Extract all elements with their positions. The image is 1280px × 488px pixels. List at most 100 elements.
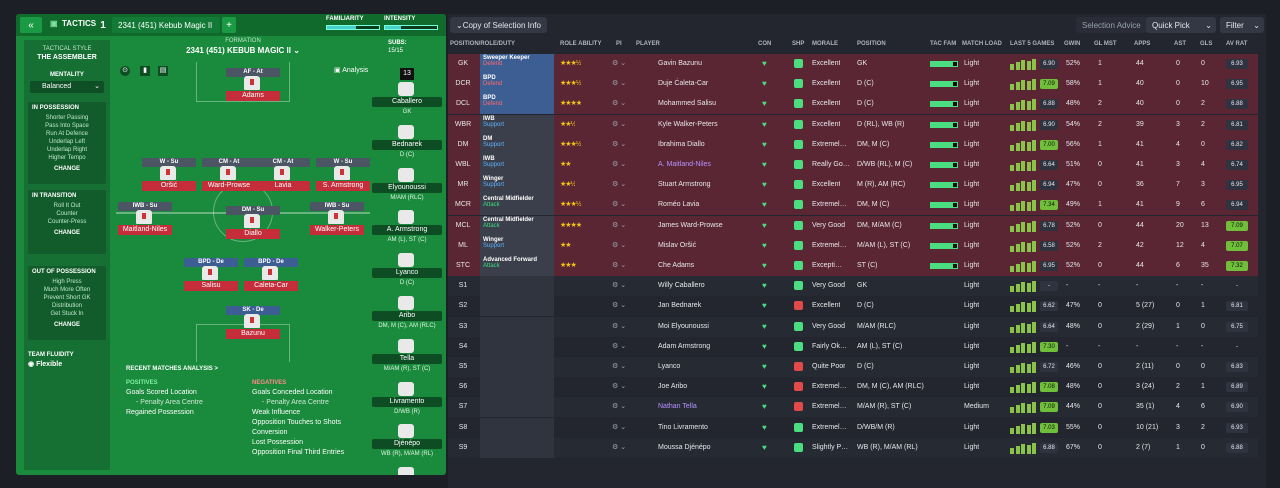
- role-cell[interactable]: Advanced Forward Attack: [480, 256, 554, 276]
- player-instructions-icon[interactable]: ⚙ ⌄: [612, 302, 627, 310]
- table-row[interactable]: S1 ⚙ ⌄ Willy Caballero ♥ Very Good GK Light - - -…: [448, 276, 1258, 297]
- player-instructions-icon[interactable]: ⚙ ⌄: [612, 221, 627, 229]
- table-row[interactable]: MCR Central Midfielder Attack ★★★½ ⚙ ⌄ Roméo …: [448, 195, 1258, 216]
- role-cell[interactable]: DM Support: [480, 134, 554, 155]
- table-row[interactable]: STC Advanced Forward Attack ★★★ ⚙ ⌄ Che Adams…: [448, 256, 1258, 276]
- table-row[interactable]: WBR IWB Support ★★½ ⚙ ⌄ Kyle Walker-Peters ♥ Ex…: [448, 114, 1258, 135]
- table-row[interactable]: S6 ⚙ ⌄ Joe Aribo ♥ Extremel… DM, M (C), AM (R…: [448, 377, 1258, 398]
- player-name[interactable]: A. Maitland-Niles: [658, 161, 711, 168]
- collapse-button[interactable]: «: [20, 17, 42, 33]
- player-instructions-icon[interactable]: ⚙ ⌄: [612, 403, 627, 411]
- player-instructions-icon[interactable]: ⚙ ⌄: [612, 262, 627, 269]
- header-match-load[interactable]: MATCH LOAD: [962, 41, 1002, 47]
- recent-matches-title[interactable]: RECENT MATCHES ANALYSIS >: [126, 366, 218, 372]
- table-row[interactable]: MR Winger Support ★★½ ⚙ ⌄ Stuart Armstrong ♥ Ex…: [448, 175, 1258, 196]
- substitute[interactable]: Lyanco D (C): [372, 253, 442, 295]
- table-row[interactable]: S7 ⚙ ⌄ Nathan Tella ♥ Extremel… M/AM (R), ST …: [448, 397, 1258, 418]
- substitute[interactable]: Walcott: [372, 467, 442, 475]
- out-of-possession-change-button[interactable]: CHANGE: [53, 322, 80, 328]
- header-gwin[interactable]: GWIN: [1064, 41, 1081, 47]
- player-name[interactable]: James Ward-Prowse: [658, 221, 723, 229]
- table-row[interactable]: GK Sweeper Keeper Defend ★★★½ ⚙ ⌄ Gavin Bazun…: [448, 54, 1258, 74]
- in-transition-change-button[interactable]: CHANGE: [53, 230, 80, 236]
- header-pi[interactable]: PI: [616, 41, 622, 47]
- pitch-player[interactable]: CM - At Lavia: [256, 158, 310, 194]
- header-position[interactable]: POSITION: [857, 41, 886, 47]
- tactic-name[interactable]: 2341 (451) Kebub Magic II: [112, 17, 220, 33]
- header-glmst[interactable]: GL MST: [1094, 41, 1117, 47]
- roles-icon[interactable]: ▤: [158, 66, 168, 76]
- table-row[interactable]: DCR BPD Defend ★★★½ ⚙ ⌄ Duje Ćaleta-Car ♥ Excel…: [448, 74, 1258, 95]
- player-instructions-icon[interactable]: ⚙ ⌄: [612, 100, 627, 108]
- player-name[interactable]: Kyle Walker-Peters: [658, 120, 718, 128]
- pitch-player[interactable]: IWB - Su Walker-Peters: [310, 202, 364, 238]
- role-cell[interactable]: IWB Support: [480, 114, 554, 135]
- header-apps[interactable]: APPS: [1134, 41, 1151, 47]
- header-shp[interactable]: SHP: [792, 41, 805, 47]
- player-name[interactable]: Duje Ćaleta-Car: [658, 80, 709, 88]
- player-name[interactable]: Willy Caballero: [658, 282, 705, 290]
- player-instructions-icon[interactable]: ⚙ ⌄: [612, 342, 627, 350]
- role-cell[interactable]: BPD Defend: [480, 94, 554, 115]
- player-name[interactable]: Ibrahima Diallo: [658, 140, 705, 148]
- substitute[interactable]: A. Armstrong AM (L), ST (C): [372, 210, 442, 252]
- role-cell[interactable]: [480, 437, 554, 458]
- header-pos-role[interactable]: POSITION/ROLE/DUTY: [450, 41, 516, 47]
- player-instructions-icon[interactable]: ⚙ ⌄: [612, 80, 627, 88]
- role-cell[interactable]: [480, 276, 554, 297]
- header-last5[interactable]: LAST 5 GAMES: [1010, 41, 1055, 47]
- player-name[interactable]: Mohammed Salisu: [658, 100, 716, 108]
- role-cell[interactable]: Sweeper Keeper Defend: [480, 54, 554, 74]
- substitute[interactable]: Tella M/AM (R), ST (C): [372, 338, 442, 381]
- mentality-select[interactable]: Balanced ⌄: [30, 81, 104, 93]
- pitch-player[interactable]: SK - De Bazunu: [226, 306, 280, 342]
- table-row[interactable]: S4 ⚙ ⌄ Adam Armstrong ♥ Fairly Ok… AM (L), ST…: [448, 336, 1258, 357]
- substitute[interactable]: Elyounoussi M/AM (RLC): [372, 167, 442, 210]
- player-name[interactable]: Gavin Bazunu: [658, 60, 702, 67]
- pitch-player[interactable]: AF - At Adams: [226, 68, 280, 104]
- analysis-toggle[interactable]: ▣ Analysis: [334, 66, 368, 74]
- substitute[interactable]: Bednarek D (C): [372, 124, 442, 167]
- table-row[interactable]: S8 ⚙ ⌄ Tino Livramento ♥ Extremel… D/WB/M (R)…: [448, 417, 1258, 438]
- pitch-player[interactable]: IWB - Su Maitland-Niles: [118, 202, 172, 238]
- player-instructions-icon[interactable]: ⚙ ⌄: [612, 383, 627, 391]
- player-instructions-icon[interactable]: ⚙ ⌄: [612, 423, 627, 431]
- role-cell[interactable]: Winger Support: [480, 175, 554, 196]
- role-cell[interactable]: [480, 377, 554, 398]
- table-row[interactable]: DM DM Support ★★★½ ⚙ ⌄ Ibrahima Diallo ♥ Extrem…: [448, 134, 1258, 155]
- header-role-ability[interactable]: ROLE ABILITY: [560, 41, 602, 47]
- role-cell[interactable]: [480, 417, 554, 438]
- pitch-player[interactable]: CM - At Ward-Prowse: [202, 158, 256, 194]
- player-name[interactable]: Lyanco: [658, 363, 681, 370]
- role-cell[interactable]: Winger Support: [480, 235, 554, 256]
- substitute[interactable]: Caballero GK: [372, 82, 442, 124]
- header-player[interactable]: PLAYER: [636, 41, 660, 47]
- player-name[interactable]: Moi Elyounoussi: [658, 322, 709, 330]
- table-row[interactable]: WBL IWB Support ★★ ⚙ ⌄ A. Maitland-Niles ♥ Real…: [448, 155, 1258, 175]
- role-cell[interactable]: BPD Defend: [480, 74, 554, 95]
- player-name[interactable]: Nathan Tella: [658, 403, 697, 411]
- table-row[interactable]: MCL Central Midfielder Attack ★★★★ ⚙ ⌄ James …: [448, 215, 1258, 236]
- quick-pick-button[interactable]: Quick Pick ⌄: [1146, 17, 1216, 33]
- tactical-style-name[interactable]: THE ASSEMBLER: [37, 54, 97, 61]
- player-name[interactable]: Adam Armstrong: [658, 342, 711, 350]
- header-gls[interactable]: GLS: [1200, 41, 1213, 47]
- tactic-slot[interactable]: 1: [96, 17, 110, 33]
- header-con[interactable]: CON: [758, 41, 772, 47]
- stats-icon[interactable]: ▮: [140, 66, 150, 76]
- filter-button[interactable]: Filter ⌄: [1220, 17, 1264, 33]
- header-av-rat[interactable]: AV RAT: [1226, 41, 1248, 47]
- player-name[interactable]: Roméo Lavia: [658, 201, 700, 209]
- player-instructions-icon[interactable]: ⚙ ⌄: [612, 363, 627, 370]
- player-instructions-icon[interactable]: ⚙ ⌄: [612, 322, 627, 330]
- player-instructions-icon[interactable]: ⚙ ⌄: [612, 443, 627, 451]
- table-row[interactable]: S2 ⚙ ⌄ Jan Bednarek ♥ Excellent D (C) Light 6.6…: [448, 296, 1258, 317]
- add-tactic-button[interactable]: +: [222, 17, 236, 33]
- player-instructions-icon[interactable]: ⚙ ⌄: [612, 201, 627, 209]
- pitch-player[interactable]: BPD - De Caleta-Car: [244, 258, 298, 294]
- player-name[interactable]: Joe Aribo: [658, 383, 688, 391]
- substitute[interactable]: Livramento D/WB (R): [372, 381, 442, 424]
- player-instructions-icon[interactable]: ⚙ ⌄: [612, 161, 627, 168]
- player-instructions-icon[interactable]: ⚙ ⌄: [612, 282, 627, 290]
- player-name[interactable]: Moussa Djénépo: [658, 443, 711, 451]
